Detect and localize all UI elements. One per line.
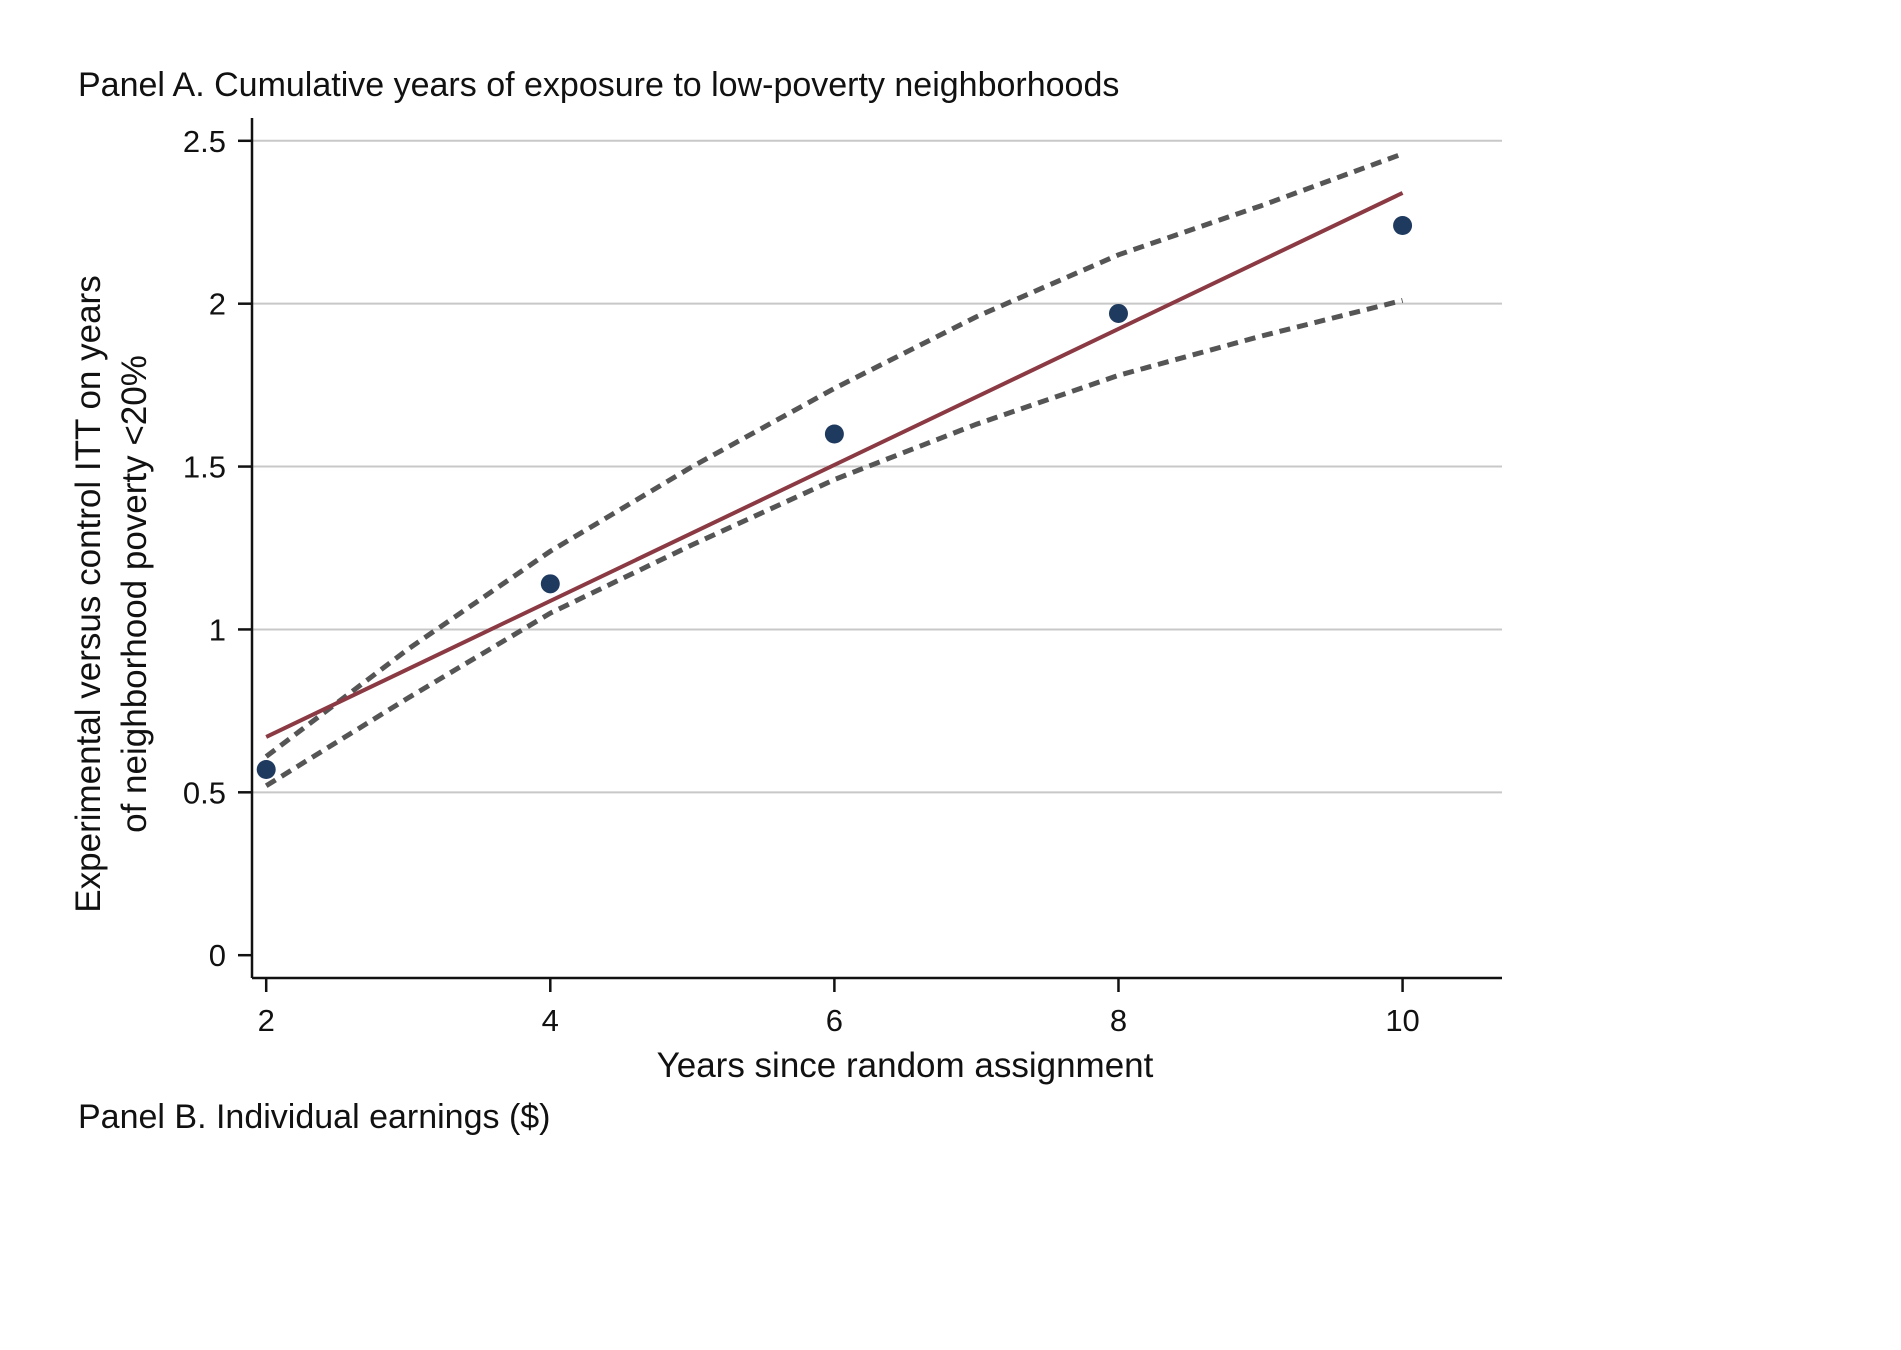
y-tick-label-3: 1.5 <box>183 450 226 485</box>
y-tick-label-5: 2.5 <box>183 124 226 159</box>
x-axis-ticks: 2 4 6 8 10 <box>258 978 1420 1038</box>
data-point-1 <box>540 574 560 594</box>
y-tick-label-4: 2 <box>209 287 226 322</box>
grid <box>252 139 1502 794</box>
y-axis-ticks: 0 0.5 1 1.5 2 2.5 <box>183 124 252 973</box>
x-tick-label-0: 2 <box>258 1003 275 1038</box>
data-point-0 <box>256 760 276 780</box>
y-tick-label-1: 0.5 <box>183 775 226 810</box>
ci-line-3 <box>264 298 1404 788</box>
fit-line-group <box>265 191 1404 739</box>
data-point-4 <box>1393 216 1413 235</box>
y-axis-label: Experimental versus control ITT on years… <box>69 275 154 912</box>
data-points <box>256 216 1413 780</box>
data-point-2 <box>824 424 844 444</box>
ci-line-2 <box>264 151 1404 759</box>
x-tick-label-4: 10 <box>1385 1003 1419 1038</box>
confidence-interval-lines <box>264 151 1404 788</box>
x-axis-label: Years since random assignment <box>657 1046 1154 1085</box>
y-axis-label-line-2: of neighborhood poverty <20% <box>115 355 154 833</box>
chart-title: Panel A. Cumulative years of exposure to… <box>78 66 1119 104</box>
x-tick-label-2: 6 <box>826 1003 843 1038</box>
fit-line <box>265 191 1404 739</box>
x-tick-label-3: 8 <box>1110 1003 1127 1038</box>
axes <box>250 118 1502 980</box>
next-panel-title: Panel B. Individual earnings ($) <box>78 1098 551 1136</box>
y-axis-label-line-1: Experimental versus control ITT on years <box>69 275 108 912</box>
y-tick-label-2: 1 <box>209 612 226 647</box>
chart: Panel A. Cumulative years of exposure to… <box>69 66 1502 1085</box>
x-tick-label-1: 4 <box>542 1003 559 1038</box>
data-point-3 <box>1108 303 1128 323</box>
y-tick-label-0: 0 <box>209 938 226 973</box>
